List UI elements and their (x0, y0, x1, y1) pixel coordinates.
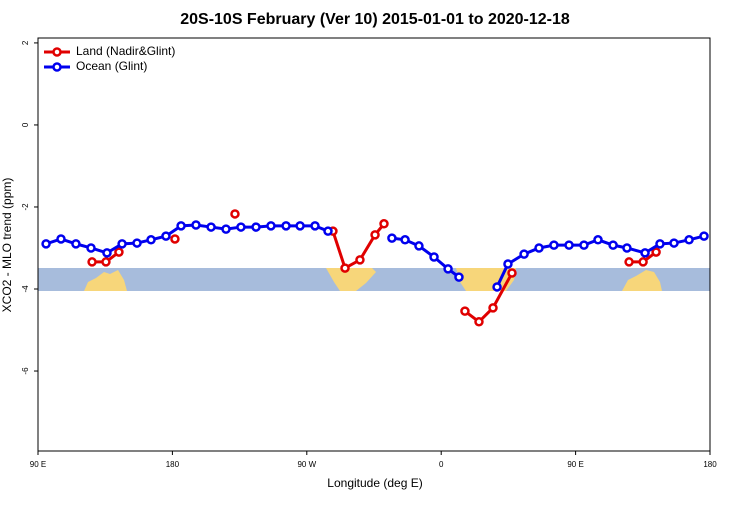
data-point (684, 235, 694, 245)
data-point (176, 221, 186, 231)
x-tick-label: 180 (166, 460, 180, 469)
data-point (56, 234, 66, 244)
data-point (669, 238, 679, 248)
chart-title: 20S-10S February (Ver 10) 2015-01-01 to … (180, 11, 570, 28)
data-point (146, 235, 156, 245)
data-point (355, 255, 365, 265)
data-point (86, 243, 96, 253)
data-point (488, 303, 498, 313)
background-band (38, 268, 710, 291)
data-point (161, 231, 171, 241)
data-point (230, 209, 240, 219)
land-region (84, 270, 127, 291)
data-point (101, 257, 111, 267)
legend-label: Ocean (Glint) (76, 59, 147, 73)
data-point (519, 249, 529, 259)
data-point (549, 240, 559, 250)
y-tick-label: -2 (21, 203, 30, 211)
legend-label: Land (Nadir&Glint) (76, 44, 175, 58)
data-point (443, 264, 453, 274)
ocean-band (38, 268, 710, 291)
legend-marker (52, 62, 62, 72)
y-tick-label: 0 (21, 122, 30, 127)
data-point (340, 263, 350, 273)
data-point (206, 222, 216, 232)
data-point (191, 220, 201, 230)
data-point (638, 257, 648, 267)
data-point (387, 233, 397, 243)
data-point (651, 247, 661, 257)
data-point (117, 239, 127, 249)
y-tick-label: -4 (21, 285, 30, 293)
data-point (564, 240, 574, 250)
data-point (71, 239, 81, 249)
data-point (41, 239, 51, 249)
x-tick-label: 180 (703, 460, 717, 469)
data-point (266, 221, 276, 231)
x-axis-label: Longitude (deg E) (327, 476, 422, 490)
data-point (699, 231, 709, 241)
data-point (114, 247, 124, 257)
data-point (132, 238, 142, 248)
x-tick-label: 90 E (567, 460, 583, 469)
data-point (640, 248, 650, 258)
plot-frame (37, 37, 711, 452)
data-point (310, 221, 320, 231)
data-point (503, 259, 513, 269)
data-point (379, 219, 389, 229)
data-point (323, 226, 333, 236)
data-point (454, 272, 464, 282)
data-point (414, 241, 424, 251)
data-point (102, 248, 112, 258)
legend-marker (52, 47, 62, 57)
legend: Land (Nadir&Glint)Ocean (Glint) (44, 44, 175, 73)
x-tick-label: 90 W (297, 460, 316, 469)
data-point (579, 240, 589, 250)
data-point (281, 221, 291, 231)
y-tick-label: 2 (21, 40, 30, 45)
data-point (492, 282, 502, 292)
land-region (326, 268, 376, 291)
data-point (460, 306, 470, 316)
data-point (236, 222, 246, 232)
data-point (170, 234, 180, 244)
data-point (622, 243, 632, 253)
y-tick-label: -6 (21, 367, 30, 375)
data-point (534, 243, 544, 253)
x-tick-label: 0 (439, 460, 444, 469)
data-point (429, 252, 439, 262)
data-point (400, 235, 410, 245)
land-region (622, 270, 662, 291)
data-point (474, 317, 484, 327)
data-point (87, 257, 97, 267)
x-tick-label: 90 E (30, 460, 46, 469)
data-point (624, 257, 634, 267)
data-point (608, 240, 618, 250)
data-point (655, 239, 665, 249)
data-point (507, 268, 517, 278)
y-axis-label: XCO2 - MLO trend (ppm) (0, 178, 14, 313)
data-point (221, 224, 231, 234)
data-point (295, 221, 305, 231)
data-point (251, 222, 261, 232)
data-point (370, 230, 380, 240)
data-point (593, 235, 603, 245)
